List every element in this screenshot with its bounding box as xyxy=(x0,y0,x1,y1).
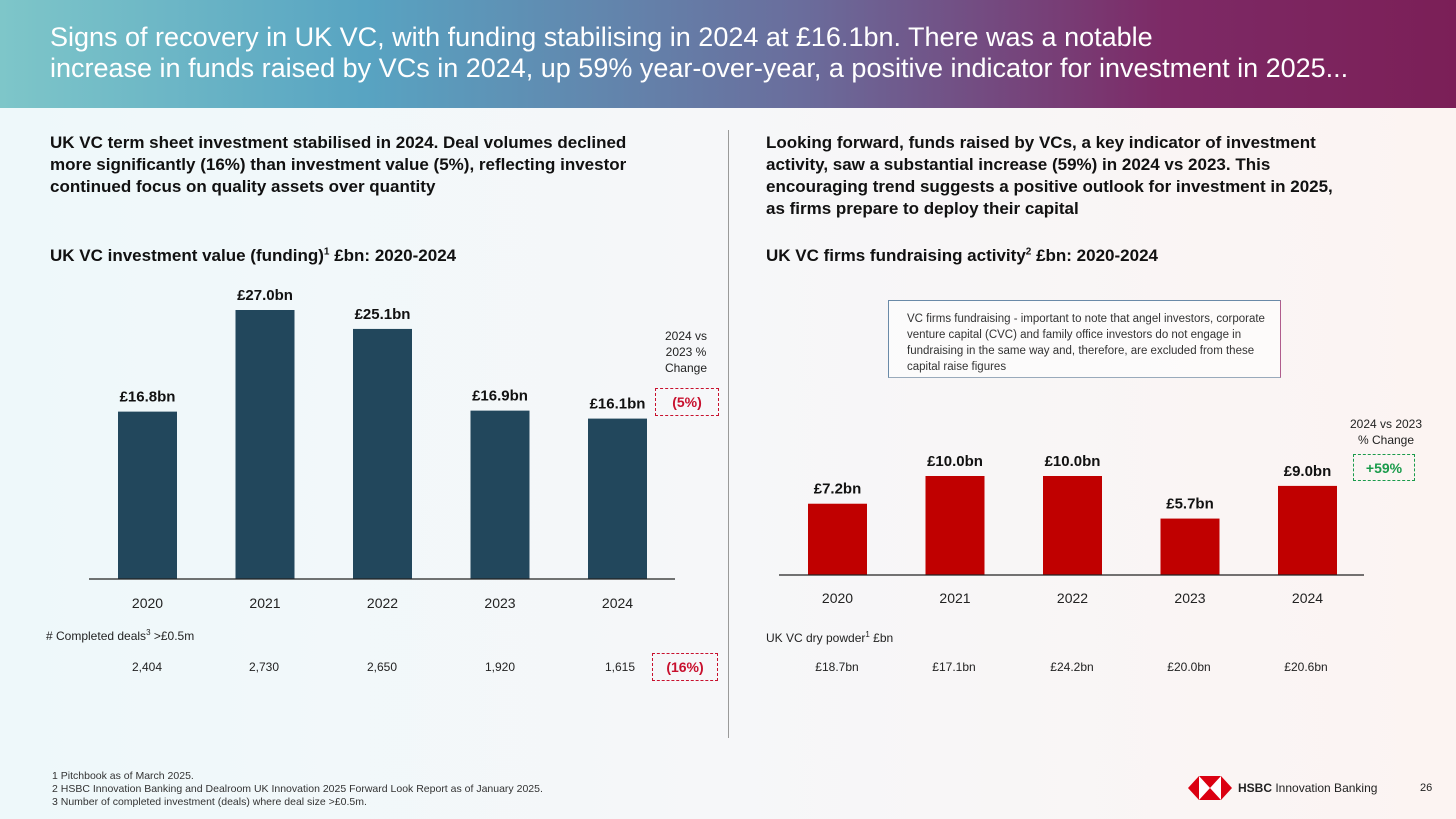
left-x-tick-label: 2022 xyxy=(367,595,398,611)
right-bar-value-label: £10.0bn xyxy=(1045,453,1101,470)
fundraising-note: VC firms fundraising - important to note… xyxy=(888,300,1281,378)
hsbc-logo: HSBC Innovation Banking xyxy=(1188,776,1377,800)
right-headline-line: encouraging trend suggests a positive ou… xyxy=(766,177,1333,196)
logo-suffix: Innovation Banking xyxy=(1272,781,1378,795)
right-bar-value-label: £7.2bn xyxy=(814,481,862,498)
right-x-tick-label: 2020 xyxy=(822,590,853,606)
right-bar-value-label: £10.0bn xyxy=(927,453,983,470)
right-chart-title-text: UK VC firms fundraising activity xyxy=(766,246,1026,265)
dry-powder-label-sup: 1 xyxy=(865,630,870,639)
hsbc-hexagon-icon xyxy=(1188,776,1232,800)
left-headline-line: UK VC term sheet investment stabilised i… xyxy=(50,133,627,152)
left-change-label-line: 2024 vs xyxy=(664,329,708,343)
deals-label-sup: 3 xyxy=(146,628,151,637)
left-chart-title: UK VC investment value (funding)1 £bn: 2… xyxy=(50,246,456,266)
deals-label-suffix: >£0.5m xyxy=(150,629,195,643)
left-change-value: (5%) xyxy=(655,388,719,416)
dry-powder-label-text: UK VC dry powder xyxy=(766,631,866,645)
right-x-tick-label: 2022 xyxy=(1057,590,1088,606)
right-bar xyxy=(808,503,867,575)
right-bar xyxy=(1043,476,1102,575)
footnote: 2 HSBC Innovation Banking and Dealroom U… xyxy=(52,783,543,795)
right-bar-value-label: £9.0bn xyxy=(1284,463,1332,480)
right-change-label-line: % Change xyxy=(1357,433,1415,447)
left-bar-value-label: £16.9bn xyxy=(472,388,528,405)
logo-brand: HSBC xyxy=(1238,781,1273,795)
page-number: 26 xyxy=(1420,782,1433,794)
left-bar-value-label: £27.0bn xyxy=(237,287,293,304)
left-x-tick-label: 2024 xyxy=(602,595,633,611)
banner-title-line-2: increase in funds raised by VCs in 2024,… xyxy=(50,53,1349,83)
right-x-tick-label: 2023 xyxy=(1174,590,1205,606)
deals-label: # Completed deals3 >£0.5m xyxy=(46,628,194,643)
left-x-tick-label: 2023 xyxy=(484,595,515,611)
dry-powder-value: £24.2bn xyxy=(1050,660,1094,674)
left-chart-title-sup: 1 xyxy=(323,246,330,258)
dry-powder-value: £20.6bn xyxy=(1284,660,1328,674)
dry-powder-value: £17.1bn xyxy=(932,660,976,674)
left-change-label-line: 2023 % xyxy=(665,345,707,359)
left-bar xyxy=(470,410,530,579)
left-x-tick-label: 2021 xyxy=(249,595,280,611)
dry-powder-label-suffix: £bn xyxy=(869,631,894,645)
right-chart-title-sup: 2 xyxy=(1025,246,1032,258)
right-headline-line: activity, saw a substantial increase (59… xyxy=(766,155,1271,174)
deals-value: 1,920 xyxy=(484,660,516,674)
right-change-label: 2024 vs 2023 % Change xyxy=(1336,416,1436,448)
deals-value: 2,730 xyxy=(248,660,280,674)
footnotes: 1 Pitchbook as of March 2025. 2 HSBC Inn… xyxy=(52,770,543,809)
right-bar xyxy=(1278,485,1337,575)
deals-value: 2,404 xyxy=(131,660,163,674)
dry-powder-value: £18.7bn xyxy=(815,660,859,674)
footnote: 3 Number of completed investment (deals)… xyxy=(52,796,367,808)
right-bar xyxy=(1160,518,1220,575)
right-chart-title-suffix: £bn: 2020-2024 xyxy=(1031,246,1158,265)
right-headline-line: Looking forward, funds raised by VCs, a … xyxy=(766,133,1316,152)
deals-label-text: # Completed deals xyxy=(46,629,147,643)
left-bar-value-label: £16.1bn xyxy=(590,396,646,413)
footnote: 1 Pitchbook as of March 2025. xyxy=(52,770,194,782)
right-chart-title: UK VC firms fundraising activity2 £bn: 2… xyxy=(766,246,1158,266)
deals-value: 1,615 xyxy=(604,660,636,674)
left-x-tick-label: 2020 xyxy=(132,595,163,611)
right-change-value: +59% xyxy=(1353,454,1415,481)
right-x-tick-label: 2021 xyxy=(939,590,970,606)
deals-value: 2,650 xyxy=(366,660,398,674)
left-bar-value-label: £16.8bn xyxy=(120,389,176,406)
left-headline: UK VC term sheet investment stabilised i… xyxy=(50,132,626,198)
left-change-label: 2024 vs 2023 % Change xyxy=(650,328,722,376)
dry-powder-value: £20.0bn xyxy=(1167,660,1211,674)
right-bar xyxy=(925,476,985,575)
left-headline-line: continued focus on quality assets over q… xyxy=(50,177,436,196)
left-bar xyxy=(353,328,412,579)
left-chart-title-text: UK VC investment value (funding) xyxy=(50,246,324,265)
right-x-tick-label: 2024 xyxy=(1292,590,1323,606)
column-divider xyxy=(728,130,729,738)
left-bar-value-label: £25.1bn xyxy=(355,306,411,323)
left-bar xyxy=(235,310,295,579)
right-headline: Looking forward, funds raised by VCs, a … xyxy=(766,132,1333,220)
right-change-label-line: 2024 vs 2023 xyxy=(1349,417,1423,431)
dry-powder-label: UK VC dry powder1 £bn xyxy=(766,630,893,645)
banner-title-line-1: Signs of recovery in UK VC, with funding… xyxy=(50,22,1153,52)
left-bar xyxy=(588,418,647,579)
deals-change-value: (16%) xyxy=(652,653,718,681)
left-chart-title-suffix: £bn: 2020-2024 xyxy=(329,246,457,265)
right-bar-value-label: £5.7bn xyxy=(1166,496,1214,513)
right-headline-line: as firms prepare to deploy their capital xyxy=(766,199,1079,218)
title-banner: Signs of recovery in UK VC, with funding… xyxy=(0,0,1456,108)
logo-text: HSBC Innovation Banking xyxy=(1238,781,1377,795)
left-change-label-line: Change xyxy=(664,361,708,375)
left-bar xyxy=(118,411,177,579)
left-headline-line: more significantly (16%) than investment… xyxy=(50,155,627,174)
